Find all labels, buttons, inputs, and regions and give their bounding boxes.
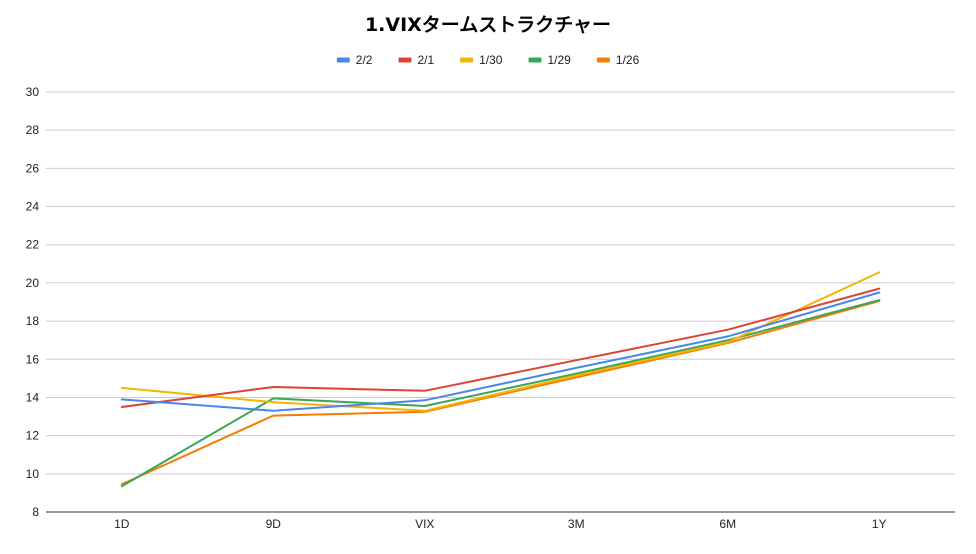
x-tick-label: 1Y	[872, 517, 887, 531]
y-tick-label: 18	[26, 314, 40, 328]
y-axis-ticks: 8 10 12 14 16 18 20 22 24 26 28 30	[26, 85, 40, 519]
legend-item: 2/1	[398, 53, 435, 67]
series-line	[120, 291, 881, 412]
legend-swatch	[596, 57, 610, 63]
series-line	[120, 299, 881, 488]
x-tick-label: 9D	[266, 517, 282, 531]
y-tick-label: 28	[26, 123, 40, 137]
y-tick-label: 30	[26, 85, 40, 99]
legend-swatch	[398, 57, 412, 63]
series-line	[120, 300, 881, 486]
y-tick-label: 20	[26, 276, 40, 290]
chart-title: 1.VIXタームストラクチャー	[365, 14, 611, 36]
gridlines	[46, 91, 955, 513]
legend: 2/2 2/1 1/30 1/29 1/26	[336, 53, 640, 67]
y-tick-label: 26	[26, 161, 40, 175]
legend-label: 1/30	[479, 53, 503, 67]
y-tick-label: 24	[26, 200, 40, 214]
legend-item: 1/29	[528, 53, 572, 67]
legend-item: 1/30	[460, 53, 503, 67]
x-axis-ticks: 1D 9D VIX 3M 6M 1Y	[114, 517, 887, 531]
y-tick-label: 14	[26, 390, 40, 404]
y-tick-label: 12	[26, 429, 40, 443]
y-tick-label: 16	[26, 352, 40, 366]
legend-swatch	[336, 57, 350, 63]
x-tick-label: 3M	[568, 517, 585, 531]
legend-item: 1/26	[596, 53, 640, 67]
series-line	[120, 271, 881, 412]
legend-item: 2/2	[336, 53, 373, 67]
series-lines	[120, 271, 881, 488]
legend-label: 1/26	[616, 53, 640, 67]
x-tick-label: 1D	[114, 517, 130, 531]
legend-swatch	[460, 57, 474, 63]
y-tick-label: 22	[26, 238, 40, 252]
legend-swatch	[528, 57, 542, 63]
y-tick-label: 10	[26, 467, 40, 481]
legend-label: 1/29	[548, 53, 572, 67]
series-line	[120, 287, 881, 408]
legend-label: 2/2	[356, 53, 373, 67]
x-tick-label: VIX	[415, 517, 434, 531]
x-tick-label: 6M	[719, 517, 736, 531]
y-tick-label: 8	[32, 505, 39, 519]
legend-label: 2/1	[418, 53, 435, 67]
